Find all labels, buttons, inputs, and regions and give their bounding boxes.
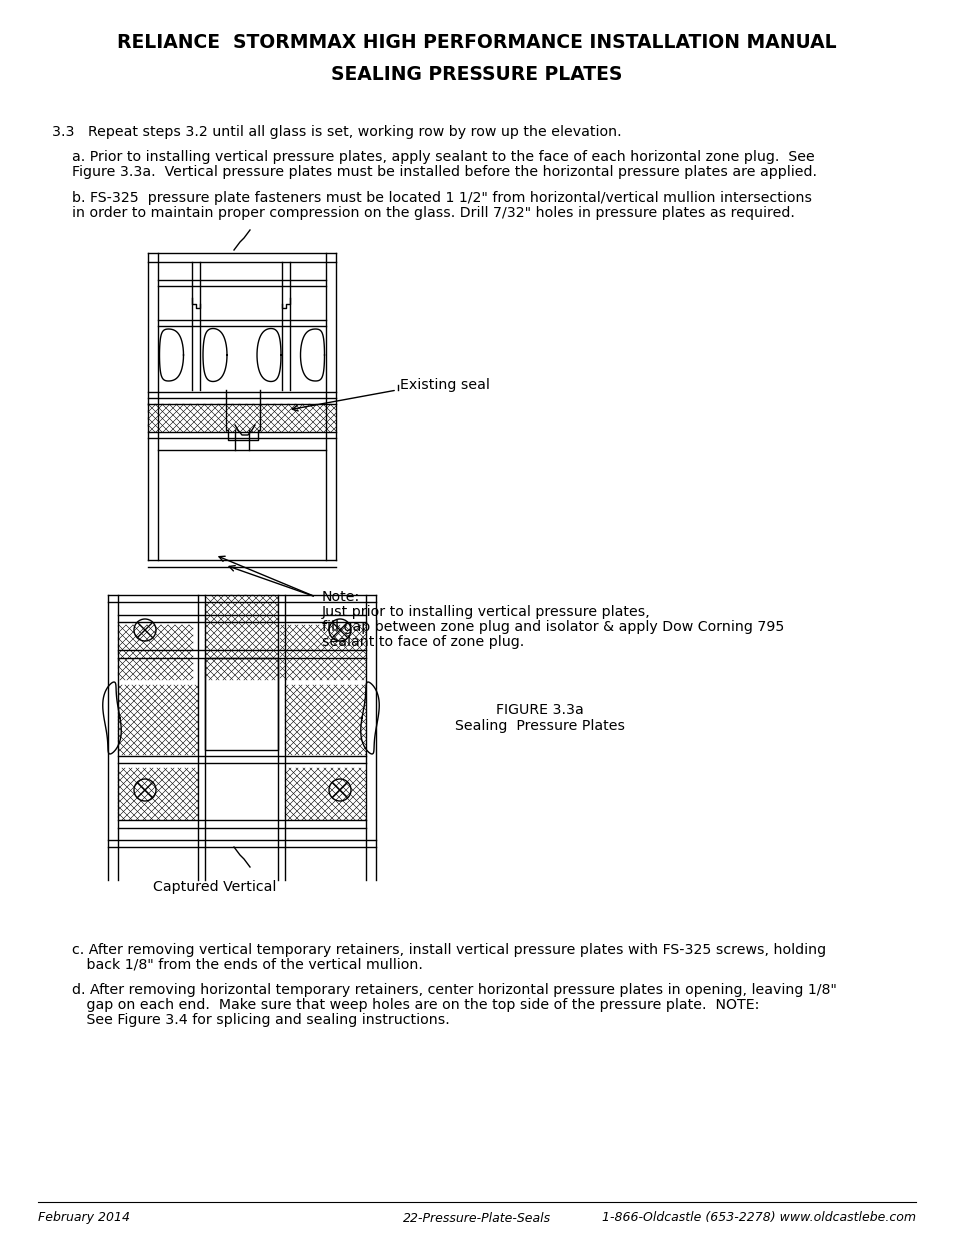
Text: back 1/8" from the ends of the vertical mullion.: back 1/8" from the ends of the vertical … (82, 958, 422, 972)
Text: 3.3   Repeat steps 3.2 until all glass is set, working row by row up the elevati: 3.3 Repeat steps 3.2 until all glass is … (52, 125, 621, 140)
Text: Note:: Note: (322, 590, 360, 604)
Text: c. After removing vertical temporary retainers, install vertical pressure plates: c. After removing vertical temporary ret… (71, 944, 825, 957)
Text: d. After removing horizontal temporary retainers, center horizontal pressure pla: d. After removing horizontal temporary r… (71, 983, 836, 997)
Text: sealant to face of zone plug.: sealant to face of zone plug. (322, 635, 524, 650)
Bar (205, 658, 277, 750)
Text: 1-866-Oldcastle (653-2278) www.oldcastlebe.com: 1-866-Oldcastle (653-2278) www.oldcastle… (601, 1212, 915, 1224)
Text: Existing seal: Existing seal (399, 378, 489, 391)
Text: Figure 3.3a.  Vertical pressure plates must be installed before the horizontal p: Figure 3.3a. Vertical pressure plates mu… (71, 165, 816, 179)
Text: b. FS-325  pressure plate fasteners must be located 1 1/2" from horizontal/verti: b. FS-325 pressure plate fasteners must … (71, 191, 811, 205)
Text: Just prior to installing vertical pressure plates,: Just prior to installing vertical pressu… (322, 605, 650, 619)
Text: gap on each end.  Make sure that weep holes are on the top side of the pressure : gap on each end. Make sure that weep hol… (82, 998, 759, 1011)
Text: 22-Pressure-Plate-Seals: 22-Pressure-Plate-Seals (402, 1212, 551, 1224)
Text: See Figure 3.4 for splicing and sealing instructions.: See Figure 3.4 for splicing and sealing … (82, 1013, 449, 1028)
Text: fill gap between zone plug and isolator & apply Dow Corning 795: fill gap between zone plug and isolator … (322, 620, 783, 634)
Text: a. Prior to installing vertical pressure plates, apply sealant to the face of ea: a. Prior to installing vertical pressure… (71, 149, 814, 164)
Text: SEALING PRESSURE PLATES: SEALING PRESSURE PLATES (331, 65, 622, 84)
Text: in order to maintain proper compression on the glass. Drill 7/32" holes in press: in order to maintain proper compression … (71, 206, 794, 220)
Text: February 2014: February 2014 (38, 1212, 130, 1224)
Text: FIGURE 3.3a: FIGURE 3.3a (496, 703, 583, 718)
Text: Captured Vertical: Captured Vertical (153, 881, 276, 894)
Text: Sealing  Pressure Plates: Sealing Pressure Plates (455, 719, 624, 734)
Text: RELIANCE  STORMMAX HIGH PERFORMANCE INSTALLATION MANUAL: RELIANCE STORMMAX HIGH PERFORMANCE INSTA… (117, 32, 836, 52)
